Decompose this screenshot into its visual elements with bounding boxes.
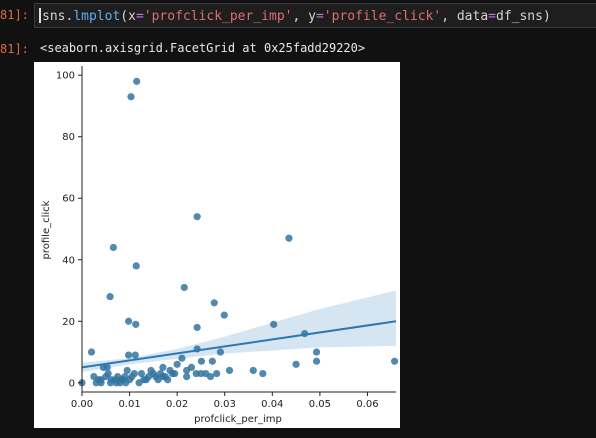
- data-point: [122, 379, 130, 387]
- code-token: sns.: [42, 9, 74, 24]
- input-prompt: 81]:: [0, 8, 29, 22]
- x-tick-label: 0.06: [356, 399, 378, 410]
- code-token: =: [315, 9, 324, 24]
- x-tick-label: 0.00: [71, 399, 93, 410]
- data-point: [187, 363, 196, 371]
- data-point: [220, 311, 228, 319]
- data-point: [161, 373, 169, 381]
- lmplot-figure: 0.00 0.01 0.02 0.03 0.04 0.05 0.06 0 20 40 60 80 10…: [34, 62, 400, 428]
- x-tick-label: 0.02: [166, 399, 188, 410]
- data-point: [292, 360, 300, 368]
- x-tick-label: 0.05: [309, 399, 331, 410]
- text-cursor: [39, 8, 41, 23]
- data-point: [197, 357, 206, 365]
- data-point: [128, 373, 136, 381]
- code-cell-input[interactable]: sns.lmplot(x='profclick_per_imp', y='pro…: [34, 3, 596, 28]
- code-token: =: [488, 9, 496, 24]
- data-point: [171, 369, 179, 378]
- code-token: (x: [120, 9, 136, 24]
- x-axis-label: profclick_per_imp: [194, 414, 282, 425]
- confidence-band: [82, 290, 396, 373]
- output-prompt: 81]:: [0, 42, 29, 56]
- code-token: 'profclick_per_imp': [143, 9, 293, 24]
- data-point: [270, 320, 278, 328]
- data-point: [131, 351, 139, 359]
- data-point: [216, 348, 225, 356]
- data-point: [259, 369, 267, 378]
- data-point: [193, 323, 201, 332]
- data-point: [312, 357, 321, 365]
- data-point: [127, 93, 135, 101]
- data-point: [312, 348, 321, 356]
- code-token: lmplot: [73, 9, 121, 24]
- scatter-chart: 0.00 0.01 0.02 0.03 0.04 0.05 0.06 0 20 40 60 80 10…: [41, 66, 399, 425]
- data-point: [173, 360, 181, 368]
- x-tick-label: 0.03: [214, 399, 236, 410]
- y-tick-label: 80: [62, 132, 75, 143]
- data-point: [180, 283, 188, 292]
- y-tick-label: 100: [56, 71, 75, 82]
- y-tick-label: 40: [62, 255, 75, 266]
- data-point: [142, 376, 150, 384]
- data-point: [132, 262, 140, 270]
- data-point: [104, 369, 112, 378]
- y-tick-label: 60: [62, 194, 75, 205]
- data-point: [97, 379, 105, 387]
- data-point: [183, 373, 191, 381]
- data-point: [285, 234, 293, 242]
- y-tick-label: 20: [62, 317, 75, 328]
- data-point: [249, 366, 257, 375]
- output-text: <seaborn.axisgrid.FacetGrid at 0x25fadd2…: [40, 41, 366, 55]
- code-token: =: [135, 9, 144, 24]
- code-token: , y: [292, 9, 316, 24]
- code-token: df_sns): [496, 9, 551, 24]
- data-point: [390, 357, 399, 365]
- data-point: [178, 354, 186, 362]
- code-token: , data: [441, 9, 489, 24]
- data-point: [193, 213, 201, 221]
- data-point: [125, 351, 133, 359]
- data-point: [125, 317, 133, 325]
- x-tick-label: 0.04: [261, 399, 283, 410]
- code-token: 'profile_click': [323, 9, 442, 24]
- data-point: [147, 366, 155, 375]
- data-point: [206, 373, 215, 381]
- y-axis-label: profile_click: [41, 200, 52, 259]
- data-point: [197, 369, 205, 378]
- data-point: [159, 363, 167, 371]
- data-point: [109, 243, 117, 252]
- data-point: [87, 348, 96, 356]
- data-point: [210, 299, 218, 307]
- data-point: [123, 366, 131, 375]
- data-point: [132, 320, 140, 328]
- data-point: [225, 366, 234, 375]
- data-point: [133, 77, 141, 85]
- data-point: [106, 293, 114, 301]
- x-tick-label: 0.01: [118, 399, 140, 410]
- code-line[interactable]: sns.lmplot(x='profclick_per_imp', y='pro…: [39, 8, 551, 24]
- y-tick-label: 0: [69, 378, 75, 389]
- data-point: [213, 369, 221, 378]
- data-point: [137, 369, 146, 378]
- data-point: [208, 357, 216, 365]
- regression-line: [81, 320, 397, 369]
- data-point: [103, 363, 111, 371]
